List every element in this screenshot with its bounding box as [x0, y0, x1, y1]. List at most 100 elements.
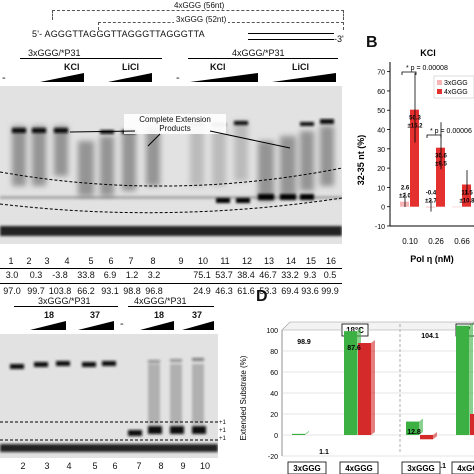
d-value-label: 98.9 — [297, 339, 311, 346]
d-bar-1-2 — [344, 331, 357, 435]
row1-cell: -3.8 — [52, 270, 68, 280]
c-temp-18b: 18 — [154, 310, 165, 320]
dna-primer-line-2 — [248, 33, 334, 34]
lane-14: 14 — [285, 256, 296, 266]
d-value-label: 1.1 — [319, 449, 329, 456]
chart-b-bars: 2.6 ±2.0 50.3 ±15.2 -0.4 ±2.7 30.6 ±9.5 11.5 ±10.… — [399, 72, 474, 212]
row1-cell: 0.5 — [323, 270, 337, 280]
lane-2: 2 — [26, 256, 32, 266]
legend-swatch-2 — [437, 89, 442, 94]
gel-a-bands — [0, 119, 342, 236]
y-tick-label: 20 — [270, 412, 278, 419]
d-bar-1-3 — [406, 421, 419, 435]
y-tick-label: 100 — [266, 328, 278, 335]
c-lane: 3 — [44, 461, 50, 471]
d-value-label: 104.1 — [421, 333, 439, 340]
row2-cell: 24.9 — [193, 286, 211, 296]
temp-label-1: 18°C — [346, 326, 364, 335]
chart-d-top-face — [281, 321, 474, 331]
callout-text: Complete Extension Products — [139, 115, 211, 133]
bar-2-2 — [436, 147, 445, 207]
category-box — [451, 461, 474, 474]
c-mark-2: +1 — [219, 428, 226, 434]
bar-1-3 — [452, 206, 461, 208]
wedge-3 — [190, 73, 258, 82]
row2-cell: 66.2 — [77, 286, 95, 296]
dna-label-52: 3xGGG (52nt) — [174, 15, 229, 24]
panel-b-letter: B — [366, 34, 378, 51]
table-divider-2 — [0, 283, 342, 284]
d-bar-2-3 — [420, 435, 433, 440]
d-bar-1-4 — [456, 325, 469, 435]
row2-cell: 96.8 — [145, 286, 163, 296]
d-bar-side — [371, 340, 375, 435]
dna-sequence: 5'- AGGGTTAGGGTTAGGGTTAGGGTTA — [32, 29, 205, 39]
y-tick-label: 40 — [270, 391, 278, 398]
bar-1-2 — [426, 206, 435, 208]
bar-value-label: 11.5 — [461, 191, 473, 197]
dash-label-a1: - — [2, 72, 6, 84]
c-lane: 4 — [66, 461, 72, 471]
chart-b-ylabel: 32-35 nt (%) — [356, 135, 366, 186]
c-lane: 7 — [136, 461, 142, 471]
d-value-label: 12.8 — [407, 429, 421, 436]
x-tick-label: 0.66 — [454, 237, 470, 246]
pvalue-1: * p = 0.00008 — [406, 65, 448, 72]
bar-value-label: -0.4 — [426, 191, 437, 197]
c-lane: 6 — [112, 461, 118, 471]
c-lane: 9 — [180, 461, 186, 471]
group1-underline — [20, 58, 162, 59]
complete-extension-callout: Complete Extension Products — [124, 114, 226, 134]
category-label: 3xGGG — [407, 464, 435, 473]
c-group1-underline — [14, 306, 118, 307]
dash-label-a2: - — [176, 72, 180, 84]
kcl2-label: KCl — [210, 62, 226, 72]
row2-cell: 93.6 — [301, 286, 319, 296]
panel-d-chart: Extended Substrate (%) -20 0 20 40 60 80 100 1… — [239, 321, 474, 474]
pvalue-2: * p = 0.00006 — [430, 128, 472, 135]
c-lane: 2 — [20, 461, 26, 471]
c-temp-37a: 37 — [90, 310, 101, 320]
panel-b-chart: KCl 32-35 nt (%) -10 0 10 20 30 40 50 60 70 2.6 ±… — [356, 48, 474, 264]
bar-value-label: 2.6 — [401, 186, 410, 192]
lane-10: 10 — [197, 256, 208, 266]
c-mark-1: +1 — [219, 420, 226, 426]
kcl1-label: KCl — [64, 62, 80, 72]
chart-d-ylabel: Extended Substrate (%) — [239, 355, 248, 440]
c-temp-18a: 18 — [44, 310, 55, 320]
dna-bracket-56 — [52, 10, 344, 20]
row2-cell: 98.8 — [123, 286, 141, 296]
callout-arrows — [69, 130, 291, 149]
d-bar-side — [305, 430, 309, 435]
lane-12: 12 — [241, 256, 252, 266]
lane-4: 4 — [64, 256, 70, 266]
c-wedge-2 — [78, 321, 114, 330]
bar-2-1 — [410, 109, 419, 207]
dna-label-56: 4xGGG (56nt) — [172, 1, 227, 10]
chart-b-title: KCl — [420, 48, 436, 58]
row1-cell: 38.4 — [237, 270, 255, 280]
d-bar-side — [419, 418, 423, 435]
wedge-1 — [40, 73, 84, 82]
y-tick-label: 30 — [377, 147, 385, 154]
lane-7: 7 — [128, 256, 134, 266]
chart-d-grid — [282, 329, 474, 457]
c-wedges — [30, 321, 214, 330]
row2-cell: 93.1 — [101, 286, 119, 296]
lane-16: 16 — [325, 256, 336, 266]
row2-cell: 99.9 — [321, 286, 339, 296]
c-group2-underline — [128, 306, 214, 307]
dna-end: -3' — [334, 34, 344, 44]
c-group2-header: 4xGGG/*P31 — [134, 296, 187, 306]
gel-panel-a — [0, 86, 342, 244]
bar-value-label: ±10.8 — [460, 199, 474, 205]
y-tick-label: -10 — [375, 224, 385, 231]
row2-cell: 97.0 — [3, 286, 21, 296]
concentration-wedges — [40, 73, 336, 82]
row1-cell: 33.2 — [281, 270, 299, 280]
c-group1-header: 3xGGG/*P31 — [38, 296, 91, 306]
c-dash: - — [120, 318, 124, 330]
y-tick-label: 60 — [377, 89, 385, 96]
d-bar-side — [433, 432, 437, 440]
